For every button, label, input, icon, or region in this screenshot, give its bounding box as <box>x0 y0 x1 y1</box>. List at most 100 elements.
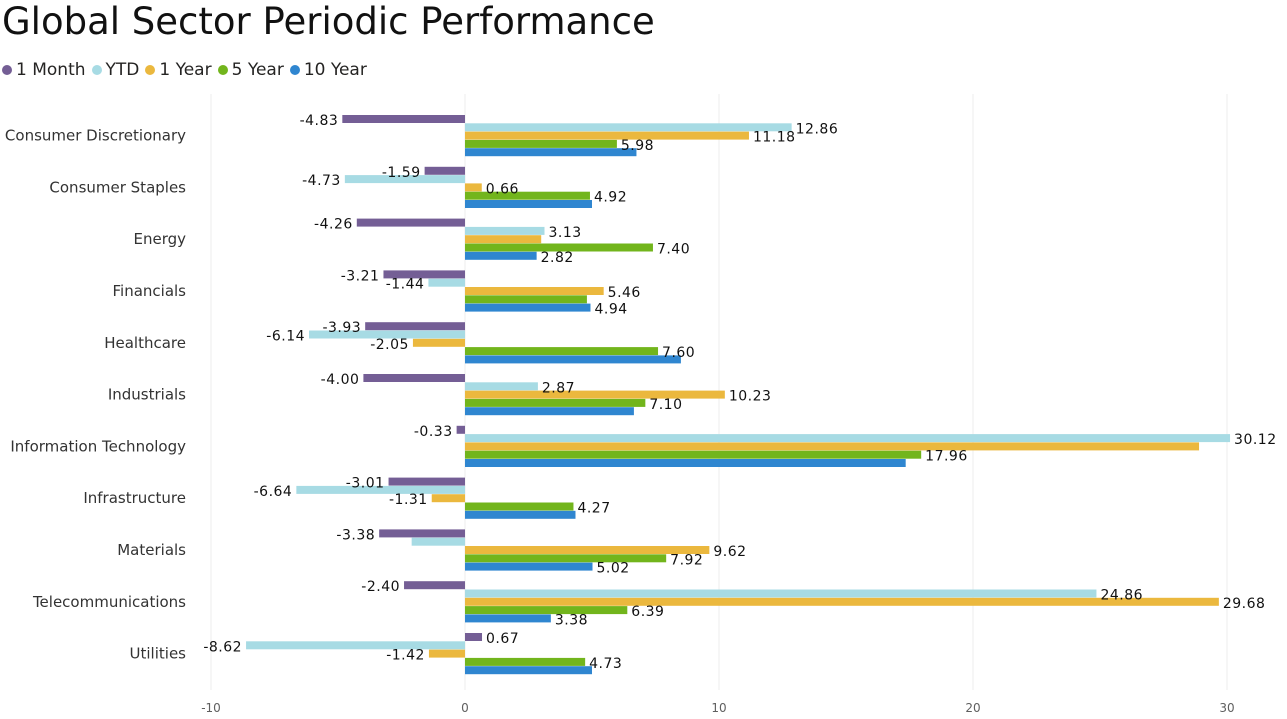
y-category-label: Telecommunications <box>32 593 186 611</box>
data-label: -8.62 <box>203 639 242 655</box>
data-label: 29.68 <box>1223 596 1266 612</box>
data-label: -4.26 <box>314 217 353 233</box>
bar <box>428 649 465 658</box>
x-tick-label: -10 <box>201 701 221 715</box>
bar <box>465 235 542 244</box>
bar <box>465 226 545 235</box>
bar <box>388 477 465 486</box>
data-label: -4.00 <box>321 372 360 388</box>
data-label: 4.92 <box>594 190 627 206</box>
data-label: -6.14 <box>266 329 305 345</box>
bar <box>296 485 465 494</box>
data-label: 7.60 <box>662 345 695 361</box>
bar <box>465 442 1200 451</box>
bar <box>411 537 465 546</box>
data-label: -2.40 <box>361 579 400 595</box>
bar <box>465 450 922 459</box>
bar <box>465 434 1231 443</box>
bar <box>412 338 465 347</box>
bar <box>465 459 906 467</box>
legend-item: 5 Year <box>217 60 284 80</box>
bar <box>465 597 1219 606</box>
bar <box>465 562 593 571</box>
legend-label: 10 Year <box>303 60 367 80</box>
data-label: -4.83 <box>300 113 339 129</box>
data-label: -1.42 <box>386 648 425 664</box>
y-category-label: Utilities <box>130 645 187 663</box>
legend-label: YTD <box>105 60 140 80</box>
bar <box>404 581 465 590</box>
bar <box>465 614 551 623</box>
data-label: 0.67 <box>486 631 519 647</box>
legend-swatch <box>289 65 300 75</box>
data-label: 9.62 <box>713 544 746 560</box>
data-label: 3.13 <box>549 225 582 241</box>
y-category-label: Financials <box>113 282 187 300</box>
data-label: -2.05 <box>370 337 409 353</box>
data-label: 5.98 <box>621 138 654 154</box>
legend-item: YTD <box>91 60 140 80</box>
bar <box>465 183 482 192</box>
data-label: 2.82 <box>541 250 574 266</box>
bar <box>465 123 792 132</box>
bar <box>465 510 576 519</box>
bar <box>465 589 1097 598</box>
x-tick-label: 20 <box>965 701 980 715</box>
y-category-label: Consumer Discretionary <box>5 127 186 145</box>
data-label: 0.66 <box>486 181 519 197</box>
data-label: 7.92 <box>670 552 703 568</box>
bar <box>465 251 537 260</box>
bar <box>431 494 465 503</box>
bar <box>465 243 653 252</box>
x-tick-label: 10 <box>711 701 726 715</box>
y-category-label: Energy <box>133 230 186 248</box>
bar <box>309 330 465 339</box>
data-label: -3.38 <box>336 527 375 543</box>
y-category-label: Materials <box>117 541 186 559</box>
bar <box>465 502 574 511</box>
data-label: 3.38 <box>555 612 588 628</box>
bar <box>456 425 465 434</box>
data-label: -6.64 <box>254 484 293 500</box>
bar <box>465 382 538 391</box>
bar <box>465 606 628 615</box>
bar <box>465 148 637 157</box>
chart-title: Global Sector Periodic Performance <box>2 0 655 43</box>
bar <box>465 398 646 407</box>
data-label: -3.93 <box>322 320 361 336</box>
data-label: 10.23 <box>729 389 772 405</box>
y-category-label: Consumer Staples <box>49 178 186 196</box>
data-label: 12.86 <box>796 121 839 137</box>
legend-item: 1 Year <box>145 60 212 80</box>
data-label: 5.46 <box>608 285 641 301</box>
bar <box>379 529 465 538</box>
data-label: 7.10 <box>649 397 682 413</box>
x-tick-label: 0 <box>461 701 469 715</box>
bar <box>363 374 465 382</box>
data-label: 4.73 <box>589 656 622 672</box>
data-label: -1.44 <box>386 277 425 293</box>
bar <box>465 390 725 399</box>
bar <box>465 131 749 140</box>
legend-label: 5 Year <box>231 60 284 80</box>
y-category-label: Information Technology <box>10 437 186 455</box>
bar <box>465 303 591 312</box>
bar <box>465 546 710 554</box>
bar <box>465 666 592 675</box>
bar <box>356 218 465 227</box>
data-label: -3.01 <box>346 476 385 492</box>
legend-swatch <box>2 65 12 75</box>
chart-legend: 1 Month YTD 1 Year 5 Year 10 Year <box>2 58 373 82</box>
bar <box>342 115 465 123</box>
bar <box>424 166 465 175</box>
bar <box>383 270 465 279</box>
bar <box>465 295 587 304</box>
bar <box>465 347 659 356</box>
data-label: 24.86 <box>1100 588 1143 604</box>
bar <box>465 355 681 364</box>
data-label: -1.31 <box>389 492 428 508</box>
legend-item: 10 Year <box>289 60 367 80</box>
data-label: 7.40 <box>657 242 690 258</box>
bar <box>465 657 586 666</box>
